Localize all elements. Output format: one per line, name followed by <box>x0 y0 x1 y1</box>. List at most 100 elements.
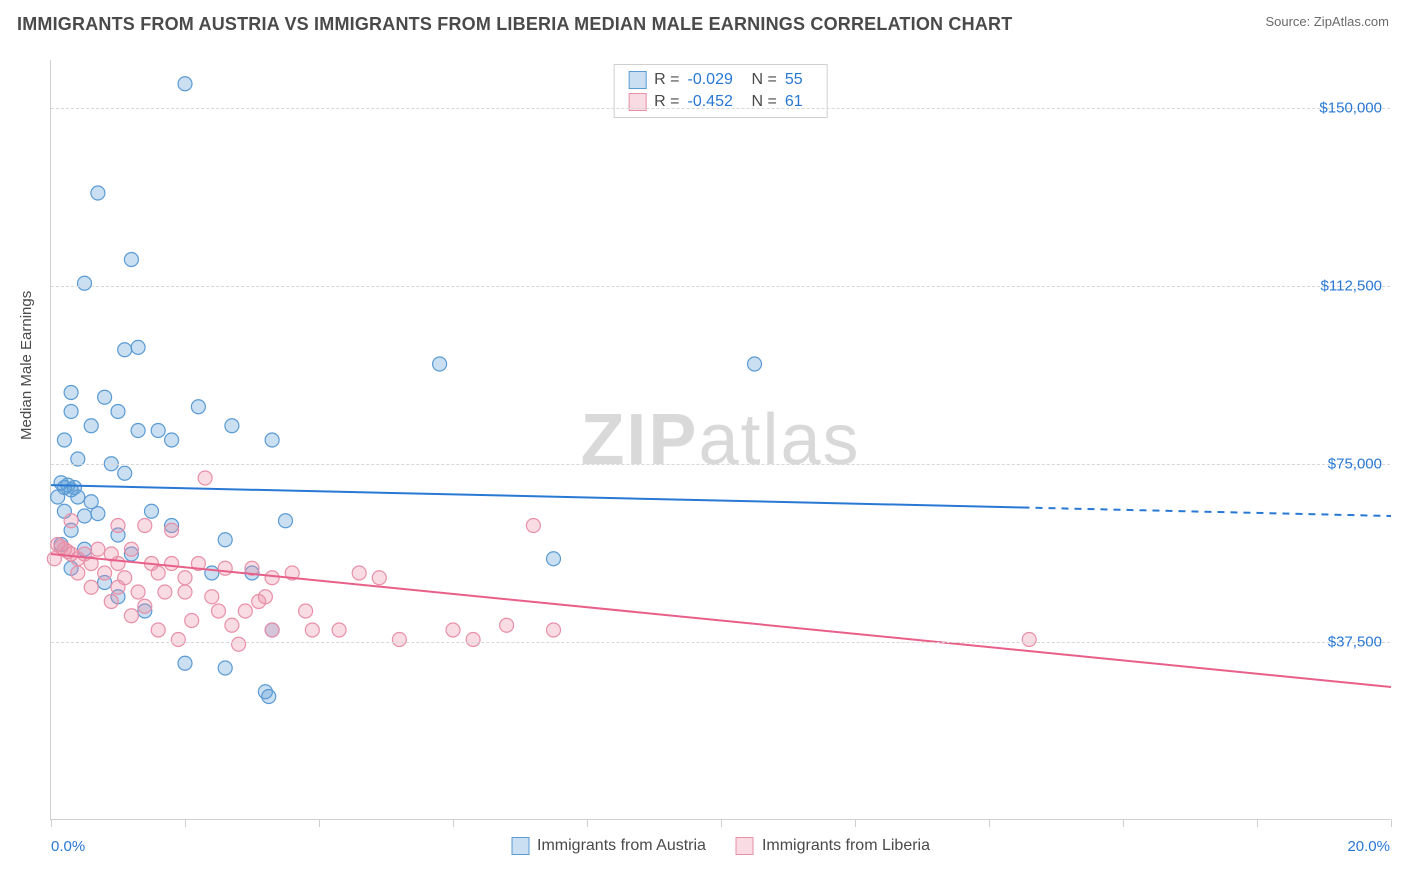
x-tick <box>855 819 856 827</box>
scatter-point-liberia <box>185 614 199 628</box>
scatter-point-liberia <box>392 633 406 647</box>
scatter-point-liberia <box>446 623 460 637</box>
x-tick <box>989 819 990 827</box>
trend-line-dashed-austria <box>1023 508 1392 516</box>
scatter-point-austria <box>145 504 159 518</box>
scatter-point-liberia <box>547 623 561 637</box>
plot-area: ZIPatlas R =-0.029N =55R =-0.452N =61 0.… <box>50 60 1390 820</box>
scatter-point-austria <box>131 424 145 438</box>
scatter-point-liberia <box>299 604 313 618</box>
legend-N-label: N = <box>752 69 777 91</box>
correlation-legend-box: R = -0.029 N = 55 R = -0.452 N = 61 <box>613 64 828 118</box>
scatter-point-liberia <box>71 566 85 580</box>
scatter-point-austria <box>218 533 232 547</box>
scatter-point-liberia <box>1022 633 1036 647</box>
x-tick <box>1391 819 1392 827</box>
legend-R-label: R = <box>654 91 679 113</box>
grid-line <box>51 464 1390 465</box>
scatter-point-liberia <box>305 623 319 637</box>
scatter-point-austria <box>151 424 165 438</box>
scatter-point-austria <box>433 357 447 371</box>
legend-R-value-liberia: -0.452 <box>688 91 744 113</box>
legend-R-label: R = <box>654 69 679 91</box>
scatter-point-liberia <box>252 595 266 609</box>
scatter-point-liberia <box>171 633 185 647</box>
scatter-point-liberia <box>111 580 125 594</box>
scatter-point-liberia <box>131 585 145 599</box>
y-tick-label: $112,500 <box>1321 277 1382 294</box>
scatter-point-liberia <box>265 571 279 585</box>
scatter-point-liberia <box>104 595 118 609</box>
series-swatch-austria <box>511 837 529 855</box>
header: IMMIGRANTS FROM AUSTRIA VS IMMIGRANTS FR… <box>17 14 1389 35</box>
scatter-point-liberia <box>165 557 179 571</box>
grid-line <box>51 642 1390 643</box>
scatter-point-liberia <box>178 571 192 585</box>
scatter-svg <box>51 60 1390 819</box>
series-label-liberia: Immigrants from Liberia <box>762 837 930 855</box>
scatter-point-austria <box>91 507 105 521</box>
scatter-point-austria <box>218 661 232 675</box>
scatter-point-liberia <box>84 580 98 594</box>
series-legend-item-liberia: Immigrants from Liberia <box>736 837 930 855</box>
legend-N-label: N = <box>752 91 777 113</box>
source-prefix: Source: <box>1265 14 1313 29</box>
scatter-point-liberia <box>232 637 246 651</box>
series-legend: Immigrants from Austria Immigrants from L… <box>511 837 930 855</box>
chart-title: IMMIGRANTS FROM AUSTRIA VS IMMIGRANTS FR… <box>17 14 1012 35</box>
y-tick-label: $75,000 <box>1328 455 1382 472</box>
series-label-austria: Immigrants from Austria <box>537 837 706 855</box>
scatter-point-liberia <box>466 633 480 647</box>
scatter-point-liberia <box>198 471 212 485</box>
scatter-point-liberia <box>265 623 279 637</box>
scatter-point-austria <box>265 433 279 447</box>
scatter-point-liberia <box>165 523 179 537</box>
scatter-point-austria <box>84 419 98 433</box>
scatter-point-austria <box>178 656 192 670</box>
scatter-point-austria <box>64 405 78 419</box>
legend-N-value-austria: 55 <box>785 69 813 91</box>
legend-R-value-austria: -0.029 <box>688 69 744 91</box>
x-tick <box>319 819 320 827</box>
y-tick-label: $150,000 <box>1319 99 1382 116</box>
scatter-point-austria <box>98 390 112 404</box>
scatter-point-liberia <box>332 623 346 637</box>
scatter-point-liberia <box>124 609 138 623</box>
scatter-point-liberia <box>91 542 105 556</box>
scatter-point-liberia <box>64 514 78 528</box>
scatter-point-liberia <box>238 604 252 618</box>
scatter-point-liberia <box>138 519 152 533</box>
scatter-point-austria <box>118 343 132 357</box>
legend-N-value-liberia: 61 <box>785 91 813 113</box>
scatter-point-liberia <box>124 542 138 556</box>
x-tick <box>453 819 454 827</box>
scatter-point-liberia <box>151 566 165 580</box>
trend-line-austria <box>51 485 1023 507</box>
scatter-point-liberia <box>71 552 85 566</box>
scatter-point-austria <box>78 276 92 290</box>
scatter-point-liberia <box>138 599 152 613</box>
scatter-point-liberia <box>212 604 226 618</box>
grid-line <box>51 108 1390 109</box>
series-legend-item-austria: Immigrants from Austria <box>511 837 706 855</box>
scatter-point-austria <box>748 357 762 371</box>
scatter-point-austria <box>262 690 276 704</box>
scatter-point-liberia <box>158 585 172 599</box>
scatter-point-liberia <box>372 571 386 585</box>
y-axis-label: Median Male Earnings <box>18 291 35 440</box>
x-tick <box>51 819 52 827</box>
scatter-point-liberia <box>205 590 219 604</box>
x-tick <box>185 819 186 827</box>
source-name: ZipAtlas.com <box>1314 14 1389 29</box>
series-swatch-liberia <box>736 837 754 855</box>
scatter-point-austria <box>124 253 138 267</box>
scatter-point-liberia <box>526 519 540 533</box>
scatter-point-austria <box>547 552 561 566</box>
scatter-point-austria <box>118 466 132 480</box>
y-tick-label: $37,500 <box>1328 633 1382 650</box>
scatter-point-austria <box>111 405 125 419</box>
x-axis-min-label: 0.0% <box>51 838 85 855</box>
scatter-point-liberia <box>225 618 239 632</box>
x-axis-max-label: 20.0% <box>1347 838 1390 855</box>
scatter-point-austria <box>57 433 71 447</box>
